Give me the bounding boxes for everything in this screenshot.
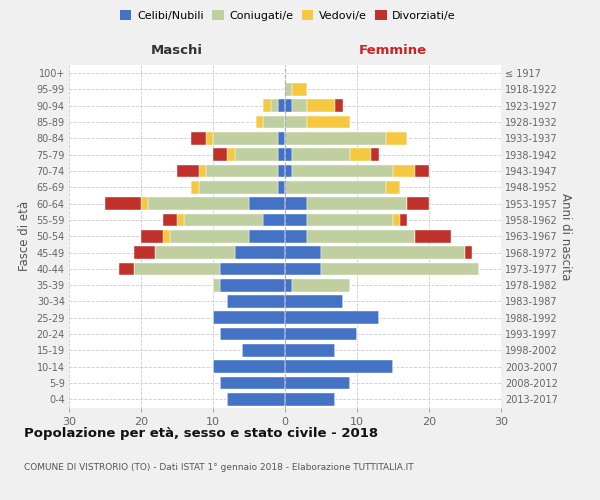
Bar (213, 132, 278, 145)
Bar (249, 198, 285, 210)
Bar (285, 393, 335, 406)
Bar (415, 230, 451, 242)
Bar (213, 312, 285, 324)
Bar (386, 132, 407, 145)
Bar (285, 100, 292, 112)
Bar (415, 164, 429, 177)
Bar (292, 279, 350, 291)
Bar (292, 83, 307, 96)
Bar (105, 198, 141, 210)
Bar (271, 100, 278, 112)
Bar (321, 246, 465, 259)
Bar (350, 148, 371, 161)
Bar (220, 376, 285, 390)
Text: Femmine: Femmine (359, 44, 427, 57)
Text: Maschi: Maschi (151, 44, 203, 57)
Bar (292, 100, 307, 112)
Bar (184, 214, 263, 226)
Bar (278, 100, 285, 112)
Bar (285, 376, 350, 390)
Bar (263, 214, 285, 226)
Bar (307, 100, 335, 112)
Bar (292, 164, 393, 177)
Bar (278, 164, 285, 177)
Bar (285, 360, 393, 373)
Bar (278, 132, 285, 145)
Bar (285, 312, 379, 324)
Bar (134, 246, 155, 259)
Bar (278, 148, 285, 161)
Text: COMUNE DI VISTRORIO (TO) - Dati ISTAT 1° gennaio 2018 - Elaborazione TUTTITALIA.: COMUNE DI VISTRORIO (TO) - Dati ISTAT 1°… (24, 462, 413, 471)
Y-axis label: Fasce di età: Fasce di età (18, 201, 31, 272)
Bar (227, 148, 235, 161)
Bar (285, 262, 321, 275)
Bar (242, 344, 285, 357)
Bar (307, 214, 393, 226)
Bar (163, 214, 177, 226)
Bar (256, 116, 263, 128)
Legend: Celibi/Nubili, Coniugati/e, Vedovi/e, Divorziati/e: Celibi/Nubili, Coniugati/e, Vedovi/e, Di… (116, 6, 460, 25)
Bar (263, 116, 285, 128)
Bar (307, 116, 350, 128)
Bar (141, 230, 163, 242)
Bar (407, 198, 429, 210)
Bar (393, 214, 400, 226)
Bar (335, 100, 343, 112)
Bar (155, 246, 235, 259)
Bar (119, 262, 134, 275)
Bar (285, 295, 343, 308)
Bar (307, 230, 415, 242)
Bar (285, 328, 357, 340)
Bar (235, 148, 278, 161)
Bar (263, 100, 271, 112)
Bar (213, 279, 220, 291)
Bar (134, 262, 220, 275)
Bar (371, 148, 379, 161)
Bar (285, 132, 386, 145)
Bar (321, 262, 479, 275)
Bar (285, 344, 335, 357)
Bar (220, 279, 285, 291)
Bar (220, 262, 285, 275)
Bar (235, 246, 285, 259)
Bar (170, 230, 249, 242)
Bar (163, 230, 170, 242)
Bar (249, 230, 285, 242)
Bar (227, 393, 285, 406)
Bar (285, 83, 292, 96)
Bar (148, 198, 249, 210)
Bar (285, 230, 307, 242)
Bar (386, 181, 400, 194)
Bar (199, 164, 206, 177)
Text: Popolazione per età, sesso e stato civile - 2018: Popolazione per età, sesso e stato civil… (24, 428, 378, 440)
Bar (206, 164, 278, 177)
Bar (465, 246, 472, 259)
Bar (285, 164, 292, 177)
Bar (400, 214, 407, 226)
Bar (191, 132, 206, 145)
Bar (206, 132, 213, 145)
Bar (285, 116, 307, 128)
Bar (177, 214, 184, 226)
Bar (285, 181, 386, 194)
Bar (199, 181, 278, 194)
Bar (285, 214, 307, 226)
Bar (285, 148, 292, 161)
Bar (191, 181, 199, 194)
Bar (285, 198, 307, 210)
Bar (393, 164, 415, 177)
Bar (227, 295, 285, 308)
Bar (307, 198, 407, 210)
Bar (292, 148, 350, 161)
Bar (285, 246, 321, 259)
Y-axis label: Anni di nascita: Anni di nascita (559, 192, 572, 280)
Bar (285, 279, 292, 291)
Bar (177, 164, 199, 177)
Bar (213, 148, 227, 161)
Bar (213, 360, 285, 373)
Bar (278, 181, 285, 194)
Bar (141, 198, 148, 210)
Bar (220, 328, 285, 340)
